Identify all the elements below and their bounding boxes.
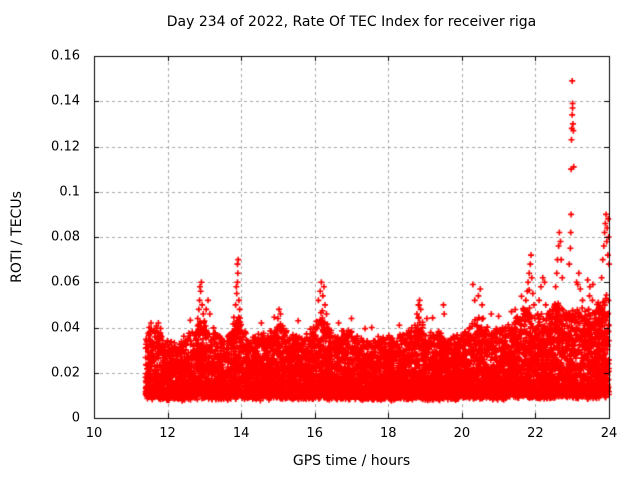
y-tick-label: 0.16 xyxy=(51,48,80,64)
y-tick-label: 0.06 xyxy=(51,274,80,290)
x-tick-label: 22 xyxy=(527,426,544,441)
y-tick-label: 0.04 xyxy=(51,320,80,335)
x-tick-label: 24 xyxy=(600,426,618,441)
x-tick-label: 20 xyxy=(453,426,471,441)
y-tick-label: 0.12 xyxy=(51,139,80,154)
y-tick-label: 0.14 xyxy=(51,93,80,109)
y-tick-label: 0.1 xyxy=(59,184,80,200)
x-tick-label: 18 xyxy=(380,426,397,441)
y-tick-label: 0.08 xyxy=(51,229,80,245)
chart-title: Day 234 of 2022, Rate Of TEC Index for r… xyxy=(166,14,537,30)
x-tick-label: 12 xyxy=(159,426,176,441)
x-tick-label: 14 xyxy=(232,426,250,441)
y-axis-label: ROTI / TECUs xyxy=(9,191,25,283)
y-tick-label: 0.02 xyxy=(51,365,80,381)
x-tick-label: 16 xyxy=(306,426,323,441)
x-axis-label: GPS time / hours xyxy=(292,453,411,469)
x-tick-label: 10 xyxy=(85,426,103,441)
y-tick-label: 0 xyxy=(71,410,80,426)
